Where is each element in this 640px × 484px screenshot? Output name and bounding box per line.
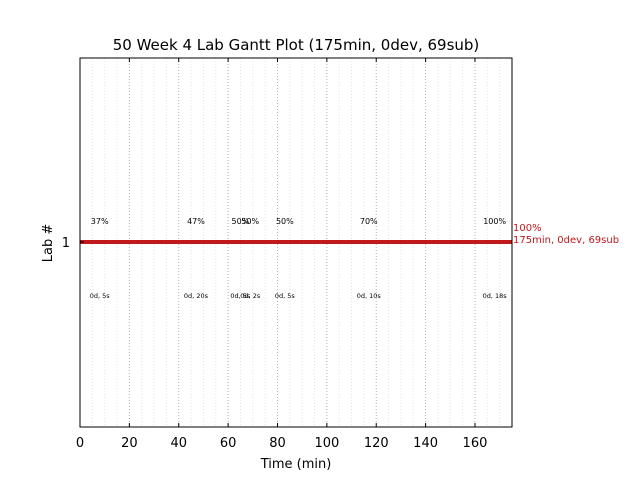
x-tick-label: 0 bbox=[76, 436, 84, 451]
chart-marks: 37% 0d, 5s 47% 0d, 20s 50% 0d, 5s 50% 0d, 2s 50%… bbox=[80, 217, 619, 300]
y-tick-label: 1 bbox=[62, 236, 70, 251]
x-tick-label: 120 bbox=[364, 436, 389, 451]
x-tick-label: 160 bbox=[463, 436, 488, 451]
event-duration-label: 0d, 5s bbox=[230, 292, 251, 300]
chart-title: 50 Week 4 Lab Gantt Plot (175min, 0dev, … bbox=[113, 36, 480, 54]
event-duration-label: 0d, 10s bbox=[357, 292, 382, 300]
x-axis-label: Time (min) bbox=[260, 457, 332, 472]
x-tick-label: 60 bbox=[220, 436, 237, 451]
event-duration-label: 0d, 20s bbox=[184, 292, 209, 300]
x-tick-label: 140 bbox=[413, 436, 438, 451]
event-duration-label: 0d, 18s bbox=[483, 292, 508, 300]
event-percent-label: 37% bbox=[91, 217, 109, 226]
x-tick-label: 80 bbox=[269, 436, 286, 451]
lane-end-label: 175min, 0dev, 69sub bbox=[513, 235, 619, 246]
event-duration-label: 0d, 5s bbox=[275, 292, 296, 300]
y-axis-ticks: 1 bbox=[62, 236, 84, 251]
lane-end-label: 100% bbox=[513, 223, 542, 234]
event-percent-label: 50% bbox=[241, 217, 259, 226]
x-axis-ticks: 0 20 40 60 80 100 120 140 160 bbox=[76, 58, 488, 451]
event-duration-label: 0d, 2s bbox=[240, 292, 261, 300]
x-tick-label: 100 bbox=[314, 436, 339, 451]
event-percent-label: 50% bbox=[276, 217, 294, 226]
x-tick-label: 40 bbox=[170, 436, 187, 451]
event-duration-label: 0d, 5s bbox=[90, 292, 111, 300]
x-tick-label: 20 bbox=[121, 436, 138, 451]
event-percent-label: 47% bbox=[187, 217, 205, 226]
event-percent-label: 50% bbox=[232, 217, 250, 226]
y-axis-label: Lab # bbox=[41, 224, 56, 263]
event-percent-label: 100% bbox=[483, 217, 506, 226]
event-percent-label: 70% bbox=[360, 217, 378, 226]
